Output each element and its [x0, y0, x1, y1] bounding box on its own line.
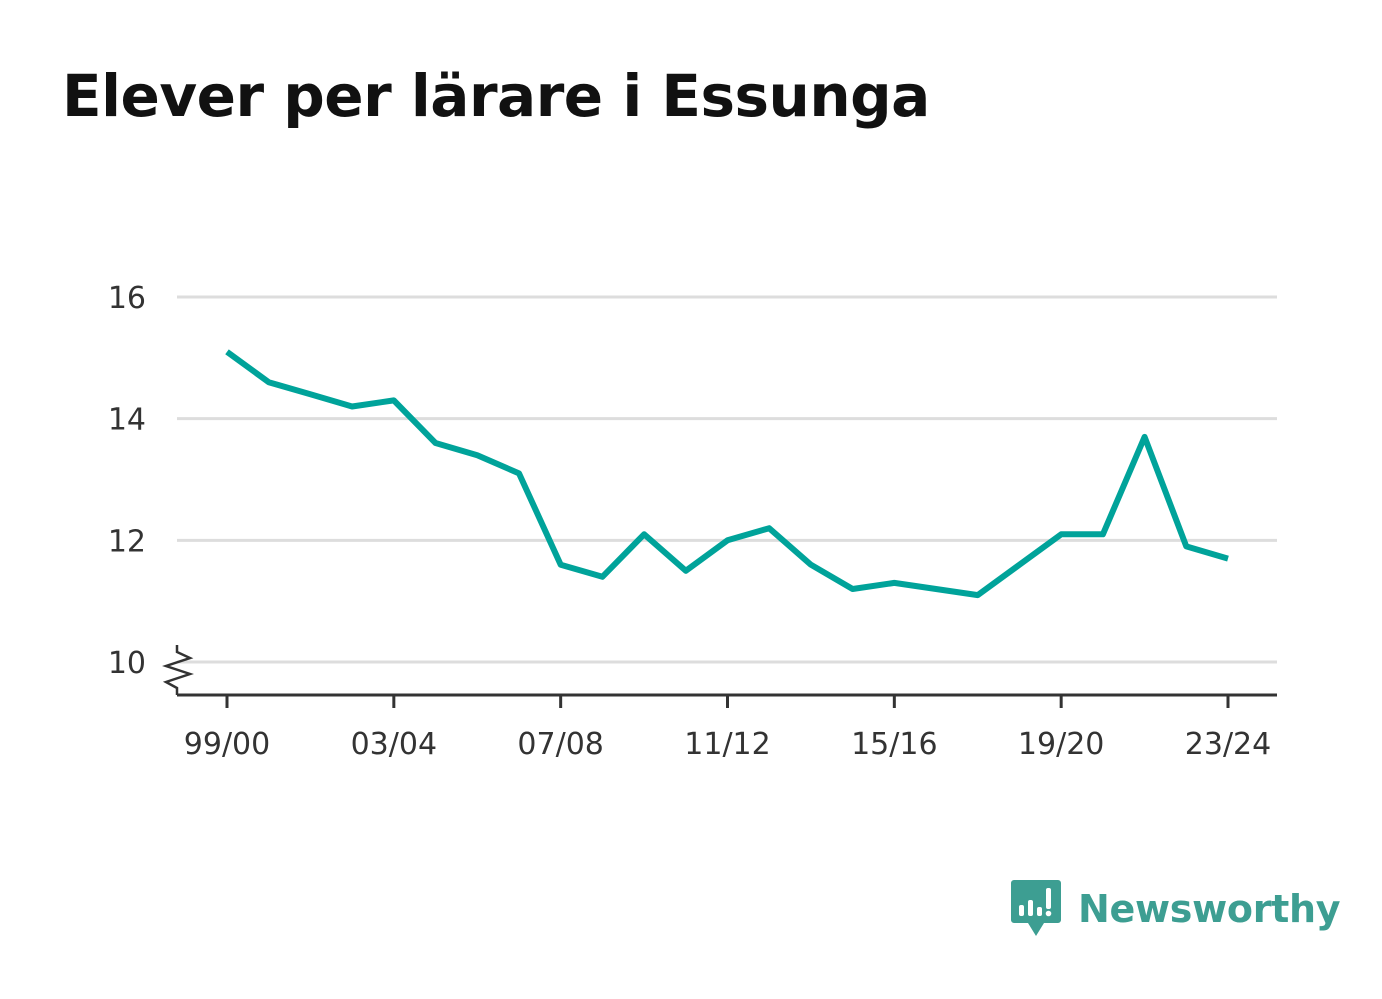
y-tick-label-10: 10	[108, 646, 146, 681]
newsworthy-logo-icon	[1011, 880, 1061, 936]
gridlines	[177, 295, 1277, 664]
axis-break-icon	[162, 645, 194, 695]
newsworthy-logo: Newsworthy	[1010, 878, 1341, 940]
series-group	[225, 349, 1229, 599]
y-tick-label-12: 12	[108, 524, 146, 559]
y-axis-ticks: 10 12 14 16	[108, 281, 146, 681]
x-tick-label-15-16: 15/16	[851, 727, 937, 762]
x-axis-ticks: 99/00 03/04 07/08 11/12 15/16 19/20 23/24	[184, 695, 1271, 762]
x-tick-label-99-00: 99/00	[184, 727, 270, 762]
x-tick-label-03-04: 03/04	[351, 727, 437, 762]
x-tick-label-19-20: 19/20	[1018, 727, 1104, 762]
x-tick-label-23-24: 23/24	[1185, 727, 1271, 762]
series-line-0	[225, 349, 1229, 599]
y-tick-label-16: 16	[108, 281, 146, 316]
logo-text: Newsworthy	[1078, 887, 1341, 931]
x-axis	[162, 645, 1277, 697]
x-tick-label-11-12: 11/12	[684, 727, 770, 762]
y-tick-label-14: 14	[108, 403, 146, 438]
x-tick-label-07-08: 07/08	[517, 727, 603, 762]
chart-title: Elever per lärare i Essunga	[62, 62, 930, 130]
